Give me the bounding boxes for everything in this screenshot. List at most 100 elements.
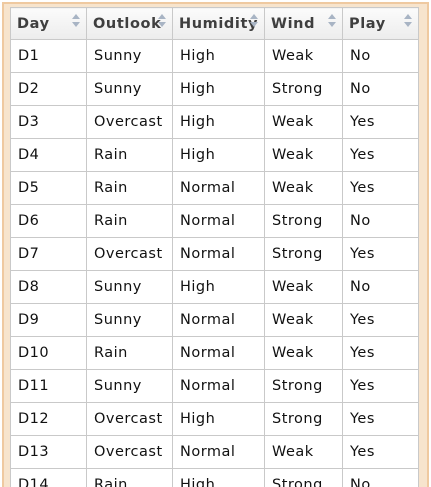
cell-day: D3 xyxy=(10,105,87,139)
cell-play: Yes xyxy=(342,138,419,172)
table-row: D9 Sunny Normal Weak Yes xyxy=(10,303,419,337)
cell-outlook: Sunny xyxy=(86,270,173,304)
table-row: D2 Sunny High Strong No xyxy=(10,72,419,106)
cell-day: D7 xyxy=(10,237,87,271)
cell-humidity: High xyxy=(172,468,265,487)
header-row: Day Outlook Humidity Wind Play xyxy=(10,7,419,40)
table-row: D12 Overcast High Strong Yes xyxy=(10,402,419,436)
table-row: D4 Rain High Weak Yes xyxy=(10,138,419,172)
sort-icon[interactable] xyxy=(72,14,80,28)
cell-day: D13 xyxy=(10,435,87,469)
cell-play: Yes xyxy=(342,402,419,436)
cell-humidity: Normal xyxy=(172,336,265,370)
cell-play: Yes xyxy=(342,336,419,370)
cell-play: Yes xyxy=(342,369,419,403)
cell-humidity: Normal xyxy=(172,435,265,469)
cell-humidity: High xyxy=(172,270,265,304)
cell-humidity: High xyxy=(172,72,265,106)
cell-outlook: Overcast xyxy=(86,435,173,469)
cell-humidity: High xyxy=(172,138,265,172)
cell-wind: Strong xyxy=(264,468,343,487)
cell-day: D12 xyxy=(10,402,87,436)
table-row: D1 Sunny High Weak No xyxy=(10,39,419,73)
cell-play: No xyxy=(342,39,419,73)
cell-outlook: Sunny xyxy=(86,39,173,73)
cell-day: D11 xyxy=(10,369,87,403)
cell-wind: Weak xyxy=(264,171,343,205)
column-header-label: Humidity xyxy=(179,15,259,32)
cell-outlook: Sunny xyxy=(86,72,173,106)
cell-humidity: High xyxy=(172,402,265,436)
cell-humidity: High xyxy=(172,39,265,73)
cell-play: No xyxy=(342,468,419,487)
table-row: D3 Overcast High Weak Yes xyxy=(10,105,419,139)
cell-humidity: Normal xyxy=(172,237,265,271)
cell-outlook: Sunny xyxy=(86,303,173,337)
column-header-label: Wind xyxy=(271,15,316,32)
sort-icon[interactable] xyxy=(404,14,412,28)
cell-day: D9 xyxy=(10,303,87,337)
table-body: D1 Sunny High Weak No D2 Sunny High Stro… xyxy=(10,39,419,487)
cell-day: D10 xyxy=(10,336,87,370)
cell-outlook: Rain xyxy=(86,336,173,370)
column-header-play[interactable]: Play xyxy=(342,7,419,40)
sort-icon[interactable] xyxy=(328,14,336,28)
sort-icon[interactable] xyxy=(250,14,258,28)
cell-play: No xyxy=(342,270,419,304)
cell-humidity: Normal xyxy=(172,204,265,238)
cell-wind: Strong xyxy=(264,204,343,238)
column-header-outlook[interactable]: Outlook xyxy=(86,7,173,40)
column-header-label: Play xyxy=(349,15,386,32)
cell-play: Yes xyxy=(342,237,419,271)
table-row: D10 Rain Normal Weak Yes xyxy=(10,336,419,370)
cell-wind: Strong xyxy=(264,369,343,403)
cell-play: Yes xyxy=(342,171,419,205)
column-header-humidity[interactable]: Humidity xyxy=(172,7,265,40)
column-header-wind[interactable]: Wind xyxy=(264,7,343,40)
cell-play: No xyxy=(342,204,419,238)
cell-wind: Weak xyxy=(264,270,343,304)
cell-wind: Strong xyxy=(264,72,343,106)
cell-outlook: Overcast xyxy=(86,402,173,436)
cell-day: D14 xyxy=(10,468,87,487)
sort-icon[interactable] xyxy=(158,14,166,28)
column-header-label: Outlook xyxy=(93,15,162,32)
table-row: D13 Overcast Normal Weak Yes xyxy=(10,435,419,469)
cell-outlook: Overcast xyxy=(86,105,173,139)
cell-play: Yes xyxy=(342,435,419,469)
table-row: D7 Overcast Normal Strong Yes xyxy=(10,237,419,271)
cell-day: D1 xyxy=(10,39,87,73)
data-table: Day Outlook Humidity Wind Play xyxy=(10,7,419,487)
cell-humidity: Normal xyxy=(172,303,265,337)
table-row: D5 Rain Normal Weak Yes xyxy=(10,171,419,205)
cell-humidity: Normal xyxy=(172,171,265,205)
cell-wind: Weak xyxy=(264,303,343,337)
cell-day: D6 xyxy=(10,204,87,238)
cell-humidity: Normal xyxy=(172,369,265,403)
column-header-label: Day xyxy=(17,15,50,32)
cell-day: D4 xyxy=(10,138,87,172)
cell-outlook: Sunny xyxy=(86,369,173,403)
cell-play: Yes xyxy=(342,303,419,337)
cell-day: D8 xyxy=(10,270,87,304)
cell-humidity: High xyxy=(172,105,265,139)
cell-play: Yes xyxy=(342,105,419,139)
cell-wind: Strong xyxy=(264,237,343,271)
cell-wind: Weak xyxy=(264,435,343,469)
cell-wind: Weak xyxy=(264,105,343,139)
cell-wind: Weak xyxy=(264,39,343,73)
cell-wind: Strong xyxy=(264,402,343,436)
cell-play: No xyxy=(342,72,419,106)
cell-outlook: Rain xyxy=(86,204,173,238)
cell-outlook: Rain xyxy=(86,138,173,172)
cell-outlook: Rain xyxy=(86,171,173,205)
cell-wind: Weak xyxy=(264,138,343,172)
table-row: D6 Rain Normal Strong No xyxy=(10,204,419,238)
column-header-day[interactable]: Day xyxy=(10,7,87,40)
cell-wind: Weak xyxy=(264,336,343,370)
cell-day: D2 xyxy=(10,72,87,106)
cell-day: D5 xyxy=(10,171,87,205)
cell-outlook: Overcast xyxy=(86,237,173,271)
table-row: D14 Rain High Strong No xyxy=(10,468,419,487)
